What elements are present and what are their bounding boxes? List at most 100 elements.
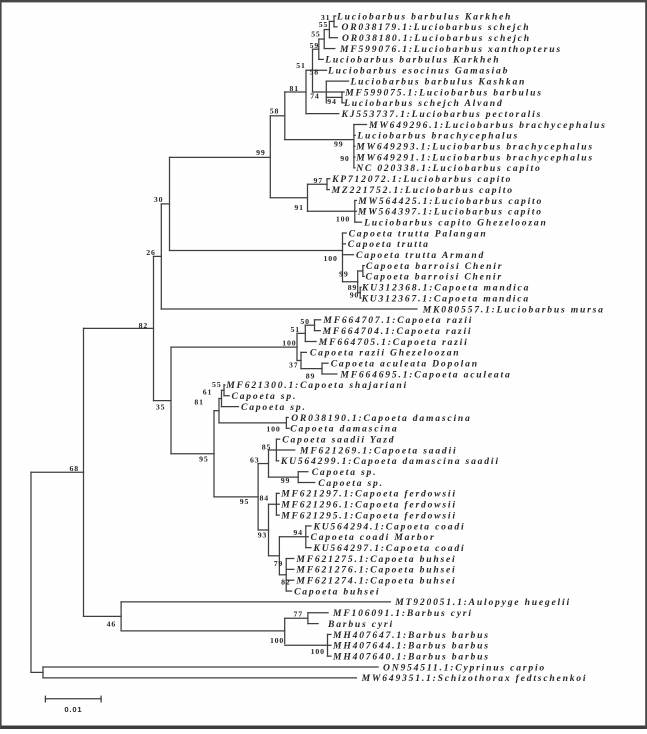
svg-text:95: 95	[199, 454, 209, 463]
svg-text:MH407647.1:Barbus barbus: MH407647.1:Barbus barbus	[332, 630, 490, 641]
svg-text:74: 74	[310, 91, 320, 100]
svg-text:84: 84	[260, 493, 270, 502]
svg-text:58: 58	[310, 68, 320, 77]
svg-text:99: 99	[334, 139, 344, 148]
svg-text:90: 90	[350, 290, 360, 299]
svg-text:MF599075.1:Luciobarbus barbulu: MF599075.1:Luciobarbus barbulus	[344, 87, 543, 98]
svg-text:97: 97	[314, 176, 324, 185]
svg-text:MW649291.1:Luciobarbus brachyc: MW649291.1:Luciobarbus brachycephalus	[355, 152, 594, 163]
svg-text:MT920051.1:Aulopyge huegelii: MT920051.1:Aulopyge huegelii	[394, 597, 571, 608]
svg-text:Capoeta buhsei: Capoeta buhsei	[294, 586, 380, 597]
svg-text:KJ553737.1:Luciobarbus pectora: KJ553737.1:Luciobarbus pectoralis	[341, 109, 543, 120]
svg-text:31: 31	[321, 13, 331, 22]
svg-text:89: 89	[306, 372, 316, 381]
svg-text:MF664707.1:Capoeta razii: MF664707.1:Capoeta razii	[322, 315, 473, 326]
svg-text:100: 100	[282, 339, 296, 348]
svg-text:KU312367.1:Capoeta mandica: KU312367.1:Capoeta mandica	[361, 293, 530, 304]
svg-text:68: 68	[70, 464, 80, 473]
svg-text:59: 59	[310, 41, 320, 50]
svg-text:Capoeta damascina: Capoeta damascina	[290, 424, 398, 435]
svg-text:63: 63	[250, 455, 260, 464]
svg-text:MF621274.1:Capoeta buhsei: MF621274.1:Capoeta buhsei	[295, 576, 456, 587]
svg-text:Capoeta sp.: Capoeta sp.	[232, 391, 298, 402]
svg-text:51: 51	[296, 61, 306, 70]
svg-text:MH407640.1:Barbus barbus: MH407640.1:Barbus barbus	[332, 651, 490, 662]
svg-text:Luciobarbus barbulus Karkheh: Luciobarbus barbulus Karkheh	[336, 11, 512, 22]
svg-text:82: 82	[139, 321, 149, 330]
svg-text:85: 85	[262, 442, 272, 451]
svg-text:Capoeta trutta: Capoeta trutta	[348, 239, 430, 250]
svg-text:Capoeta barroisi Chenir: Capoeta barroisi Chenir	[366, 272, 503, 283]
svg-text:MF621296.1:Capoeta ferdowsii: MF621296.1:Capoeta ferdowsii	[280, 500, 457, 511]
svg-text:Capoeta trutta Palangan: Capoeta trutta Palangan	[349, 228, 488, 239]
svg-text:100: 100	[324, 254, 338, 263]
svg-text:95: 95	[240, 497, 250, 506]
svg-text:MF621297.1:Capoeta ferdowsii: MF621297.1:Capoeta ferdowsii	[280, 489, 457, 500]
svg-text:93: 93	[258, 531, 268, 540]
svg-text:KP712072.1:Luciobarbus capito: KP712072.1:Luciobarbus capito	[331, 174, 512, 185]
svg-text:MW564397.1:Luciobarbus capito: MW564397.1:Luciobarbus capito	[357, 207, 543, 218]
svg-text:100: 100	[336, 214, 350, 223]
svg-text:KU312368.1:Capoeta mandica: KU312368.1:Capoeta mandica	[361, 283, 530, 294]
svg-text:MF621275.1:Capoeta buhsei: MF621275.1:Capoeta buhsei	[295, 554, 456, 565]
svg-text:94: 94	[327, 97, 337, 106]
svg-text:KU564294.1:Capoeta coadi: KU564294.1:Capoeta coadi	[313, 521, 466, 532]
svg-text:Capoeta saadii Yazd: Capoeta saadii Yazd	[282, 434, 395, 445]
svg-text:MF106091.1:Barbus cyri: MF106091.1:Barbus cyri	[332, 608, 473, 619]
svg-text:Capoeta barroisi Chenir: Capoeta barroisi Chenir	[366, 261, 503, 272]
svg-text:MF599076.1:Luciobarbus xanthop: MF599076.1:Luciobarbus xanthopterus	[339, 44, 562, 55]
svg-text:ON954511.1:Cyprinus carpio: ON954511.1:Cyprinus carpio	[383, 662, 546, 673]
svg-text:Capoeta sp.: Capoeta sp.	[312, 467, 378, 478]
svg-text:99: 99	[339, 269, 349, 278]
svg-text:79: 79	[274, 559, 284, 568]
svg-text:99: 99	[256, 148, 266, 157]
svg-text:Luciobarbus schejch Alvand: Luciobarbus schejch Alvand	[343, 98, 503, 109]
svg-text:81: 81	[290, 84, 300, 93]
svg-text:58: 58	[270, 107, 280, 116]
svg-text:OR038190.1:Capoeta damascina: OR038190.1:Capoeta damascina	[291, 413, 471, 424]
svg-text:89: 89	[348, 283, 358, 292]
svg-text:MF664704.1:Capoeta razii: MF664704.1:Capoeta razii	[322, 326, 473, 337]
svg-text:MW649351.1:Schizothorax fedtsc: MW649351.1:Schizothorax fedtschenkoi	[361, 673, 588, 684]
svg-text:55: 55	[319, 20, 329, 29]
svg-text:100: 100	[266, 424, 280, 433]
svg-text:KU564299.1:Capoeta damascina s: KU564299.1:Capoeta damascina saadii	[280, 456, 500, 467]
svg-text:37: 37	[289, 361, 299, 370]
svg-text:Luciobarbus barbulus Kashkan: Luciobarbus barbulus Kashkan	[350, 76, 527, 87]
svg-text:46: 46	[107, 619, 117, 628]
svg-text:Capoeta aculeata Dopolan: Capoeta aculeata Dopolan	[331, 359, 479, 370]
svg-text:55: 55	[311, 30, 321, 39]
svg-text:MW564425.1:Luciobarbus capito: MW564425.1:Luciobarbus capito	[357, 196, 543, 207]
svg-text:MH407644.1:Barbus barbus: MH407644.1:Barbus barbus	[332, 641, 490, 652]
svg-text:94: 94	[293, 528, 303, 537]
svg-text:Luciobarbus barbulus Karkheh: Luciobarbus barbulus Karkheh	[324, 55, 500, 66]
svg-text:MF664695.1:Capoeta aculeata: MF664695.1:Capoeta aculeata	[339, 369, 511, 380]
svg-text:99: 99	[281, 476, 291, 485]
svg-text:55: 55	[212, 380, 222, 389]
svg-text:Barbus cyri: Barbus cyri	[327, 619, 394, 630]
svg-text:MF664705.1:Capoeta razii: MF664705.1:Capoeta razii	[318, 337, 469, 348]
svg-text:MK080557.1:Luciobarbus mursa: MK080557.1:Luciobarbus mursa	[422, 304, 605, 315]
svg-text:50: 50	[300, 317, 310, 326]
svg-text:Capoeta coadi Marbor: Capoeta coadi Marbor	[311, 532, 436, 543]
svg-text:MW649296.1:Luciobarbus brachyc: MW649296.1:Luciobarbus brachycephalus	[368, 120, 607, 131]
svg-text:Luciobarbus esocinus Gamasiab: Luciobarbus esocinus Gamasiab	[327, 66, 509, 77]
svg-text:100: 100	[311, 647, 325, 656]
svg-text:MF621295.1:Capoeta ferdowsii: MF621295.1:Capoeta ferdowsii	[280, 510, 457, 521]
svg-text:51: 51	[291, 325, 301, 334]
svg-text:61: 61	[203, 388, 213, 397]
svg-text:Capoeta razii Ghezeloozan: Capoeta razii Ghezeloozan	[310, 348, 461, 359]
svg-text:90: 90	[340, 154, 350, 163]
svg-text:30: 30	[154, 195, 164, 204]
svg-text:OR038180.1:Luciobarbus schejch: OR038180.1:Luciobarbus schejch	[342, 33, 531, 44]
svg-text:100: 100	[270, 636, 284, 645]
svg-text:MF621300.1:Capoeta shajariani: MF621300.1:Capoeta shajariani	[225, 380, 408, 391]
svg-text:NC 020338.1:Luciobarbus capito: NC 020338.1:Luciobarbus capito	[355, 163, 541, 174]
svg-text:82: 82	[281, 578, 291, 587]
svg-text:81: 81	[194, 398, 204, 407]
svg-text:MF621269.1:Capoeta saadii: MF621269.1:Capoeta saadii	[299, 445, 457, 456]
svg-text:Luciobarbus brachycephalus: Luciobarbus brachycephalus	[356, 131, 519, 142]
svg-text:MF621276.1:Capoeta buhsei: MF621276.1:Capoeta buhsei	[295, 565, 456, 576]
svg-text:0.01: 0.01	[64, 705, 82, 714]
svg-text:Luciobarbus capito Ghezeloozan: Luciobarbus capito Ghezeloozan	[363, 217, 548, 228]
